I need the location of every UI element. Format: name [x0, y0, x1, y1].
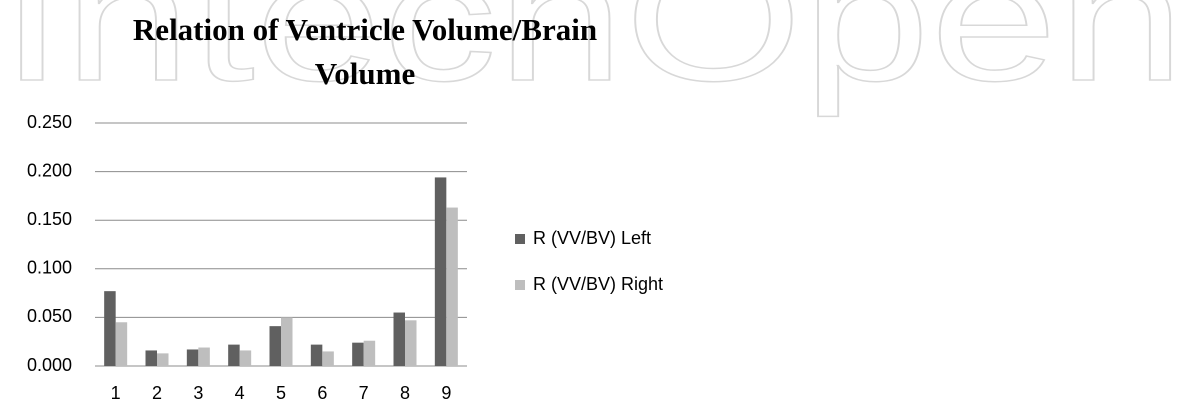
y-tick-label: 0.150 — [27, 209, 72, 229]
y-tick-label: 0.250 — [27, 112, 72, 132]
bar — [352, 342, 364, 366]
bar — [393, 312, 405, 366]
x-tick-label: 7 — [359, 383, 369, 403]
x-tick-label: 3 — [193, 383, 203, 403]
y-tick-label: 0.100 — [27, 258, 72, 278]
y-tick-label: 0.050 — [27, 306, 72, 326]
bar — [157, 353, 169, 366]
bar — [322, 351, 334, 366]
legend-swatch — [515, 280, 525, 290]
bar — [239, 350, 252, 366]
bar — [104, 291, 116, 366]
x-tick-label: 1 — [111, 383, 121, 403]
bar — [434, 177, 447, 366]
x-tick-label: 6 — [317, 383, 327, 403]
bar — [405, 320, 417, 366]
bar — [281, 317, 293, 366]
watermark: IntechOpen — [0, 0, 1185, 118]
x-tick-label: 9 — [441, 383, 451, 403]
legend-swatch — [515, 234, 525, 244]
bar — [186, 349, 199, 366]
x-tick-label: 2 — [152, 383, 162, 403]
bar — [228, 344, 240, 366]
legend-label: R (VV/BV) Right — [533, 274, 663, 294]
y-tick-label: 0.200 — [27, 160, 72, 180]
y-tick-label: 0.000 — [27, 355, 72, 375]
bar — [115, 322, 128, 366]
x-tick-label: 4 — [235, 383, 245, 403]
bar — [269, 326, 281, 366]
x-tick-label: 5 — [276, 383, 286, 403]
bar — [198, 347, 210, 366]
x-tick-label: 8 — [400, 383, 410, 403]
bar — [446, 207, 458, 366]
chart-title: Relation of Ventricle Volume/Brain Volum… — [132, 12, 598, 91]
bar — [145, 350, 157, 366]
legend-label: R (VV/BV) Left — [533, 228, 651, 248]
bar — [363, 340, 376, 366]
bar — [310, 344, 323, 366]
